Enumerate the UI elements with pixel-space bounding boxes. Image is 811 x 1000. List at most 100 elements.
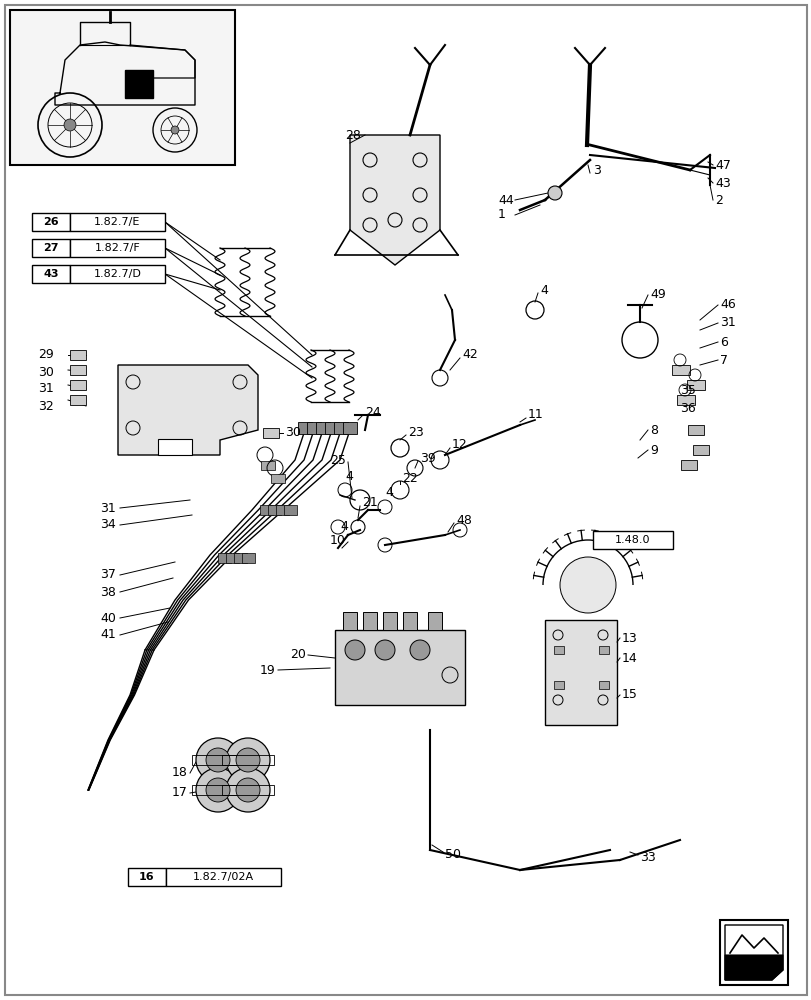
Bar: [687, 425, 703, 435]
Text: 1.82.7/E: 1.82.7/E: [94, 217, 140, 227]
Bar: [70, 265, 165, 283]
Text: 4: 4: [384, 487, 393, 499]
Bar: [221, 755, 273, 765]
Bar: [70, 380, 86, 390]
Bar: [32, 213, 70, 231]
Text: 4: 4: [345, 470, 353, 483]
Bar: [260, 461, 275, 470]
Bar: [128, 868, 165, 886]
Text: 18: 18: [172, 766, 188, 779]
Bar: [70, 365, 86, 375]
Bar: [342, 422, 357, 434]
Text: 13: 13: [621, 632, 637, 645]
Polygon shape: [158, 439, 191, 455]
Text: 17: 17: [172, 786, 188, 799]
Bar: [271, 474, 285, 483]
Bar: [676, 395, 694, 405]
Text: 31: 31: [719, 316, 735, 330]
Bar: [191, 785, 243, 795]
Text: 7: 7: [719, 354, 727, 366]
Text: 14: 14: [621, 652, 637, 664]
Text: 20: 20: [290, 648, 306, 662]
Circle shape: [236, 748, 260, 772]
Circle shape: [225, 768, 270, 812]
Bar: [70, 350, 86, 360]
Bar: [342, 612, 357, 630]
Text: 31: 31: [38, 382, 54, 395]
Polygon shape: [724, 955, 782, 980]
Text: 48: 48: [456, 514, 471, 526]
Bar: [599, 646, 608, 654]
Bar: [599, 681, 608, 689]
Circle shape: [195, 738, 240, 782]
Bar: [672, 365, 689, 375]
Text: 32: 32: [38, 399, 54, 412]
Bar: [553, 646, 564, 654]
Bar: [32, 265, 70, 283]
Circle shape: [345, 640, 365, 660]
Text: 30: 30: [38, 365, 54, 378]
Text: 30: 30: [285, 426, 301, 440]
Bar: [10, 10, 234, 165]
Circle shape: [236, 778, 260, 802]
Text: 33: 33: [639, 851, 655, 864]
Bar: [686, 380, 704, 390]
Bar: [592, 531, 672, 549]
Text: 22: 22: [401, 472, 417, 485]
Text: 4: 4: [340, 520, 347, 534]
Text: 6: 6: [719, 336, 727, 349]
Bar: [225, 553, 238, 563]
Text: 8: 8: [649, 424, 657, 436]
Bar: [324, 422, 338, 434]
Text: 1: 1: [497, 209, 505, 222]
Text: 27: 27: [43, 243, 58, 253]
Text: 23: 23: [407, 426, 423, 438]
Text: 46: 46: [719, 298, 735, 312]
Text: 31: 31: [100, 502, 116, 514]
Text: 11: 11: [527, 408, 543, 422]
Bar: [553, 681, 564, 689]
Text: 1.82.7/02A: 1.82.7/02A: [193, 872, 254, 882]
Circle shape: [206, 778, 230, 802]
Circle shape: [547, 186, 561, 200]
Text: 26: 26: [43, 217, 58, 227]
Bar: [242, 553, 255, 563]
Bar: [402, 612, 417, 630]
Text: 25: 25: [329, 454, 345, 466]
Text: 9: 9: [649, 444, 657, 456]
Text: 19: 19: [260, 664, 276, 676]
Text: 28: 28: [345, 129, 360, 142]
Text: 49: 49: [649, 288, 665, 302]
Bar: [692, 445, 708, 455]
Bar: [335, 630, 465, 705]
Bar: [315, 422, 329, 434]
Text: 50: 50: [444, 848, 461, 861]
Text: 21: 21: [362, 496, 377, 510]
Bar: [221, 785, 273, 795]
Polygon shape: [350, 135, 440, 265]
Bar: [263, 428, 279, 438]
Text: 42: 42: [461, 349, 477, 361]
Text: 36: 36: [679, 401, 695, 414]
Bar: [383, 612, 397, 630]
Text: 10: 10: [329, 534, 345, 546]
Text: 2: 2: [714, 194, 722, 207]
Bar: [363, 612, 376, 630]
Text: 16: 16: [139, 872, 155, 882]
Circle shape: [206, 748, 230, 772]
Bar: [125, 70, 152, 98]
Text: 47: 47: [714, 159, 730, 172]
Circle shape: [171, 126, 178, 134]
Bar: [234, 553, 247, 563]
Circle shape: [225, 738, 270, 782]
Bar: [70, 395, 86, 405]
Text: 39: 39: [419, 452, 436, 464]
Bar: [680, 460, 696, 470]
Bar: [427, 612, 441, 630]
Circle shape: [64, 119, 76, 131]
Text: 29: 29: [38, 349, 54, 361]
Text: 1.48.0: 1.48.0: [615, 535, 650, 545]
Bar: [284, 505, 297, 515]
Text: 1.82.7/D: 1.82.7/D: [93, 269, 141, 279]
Bar: [191, 755, 243, 765]
